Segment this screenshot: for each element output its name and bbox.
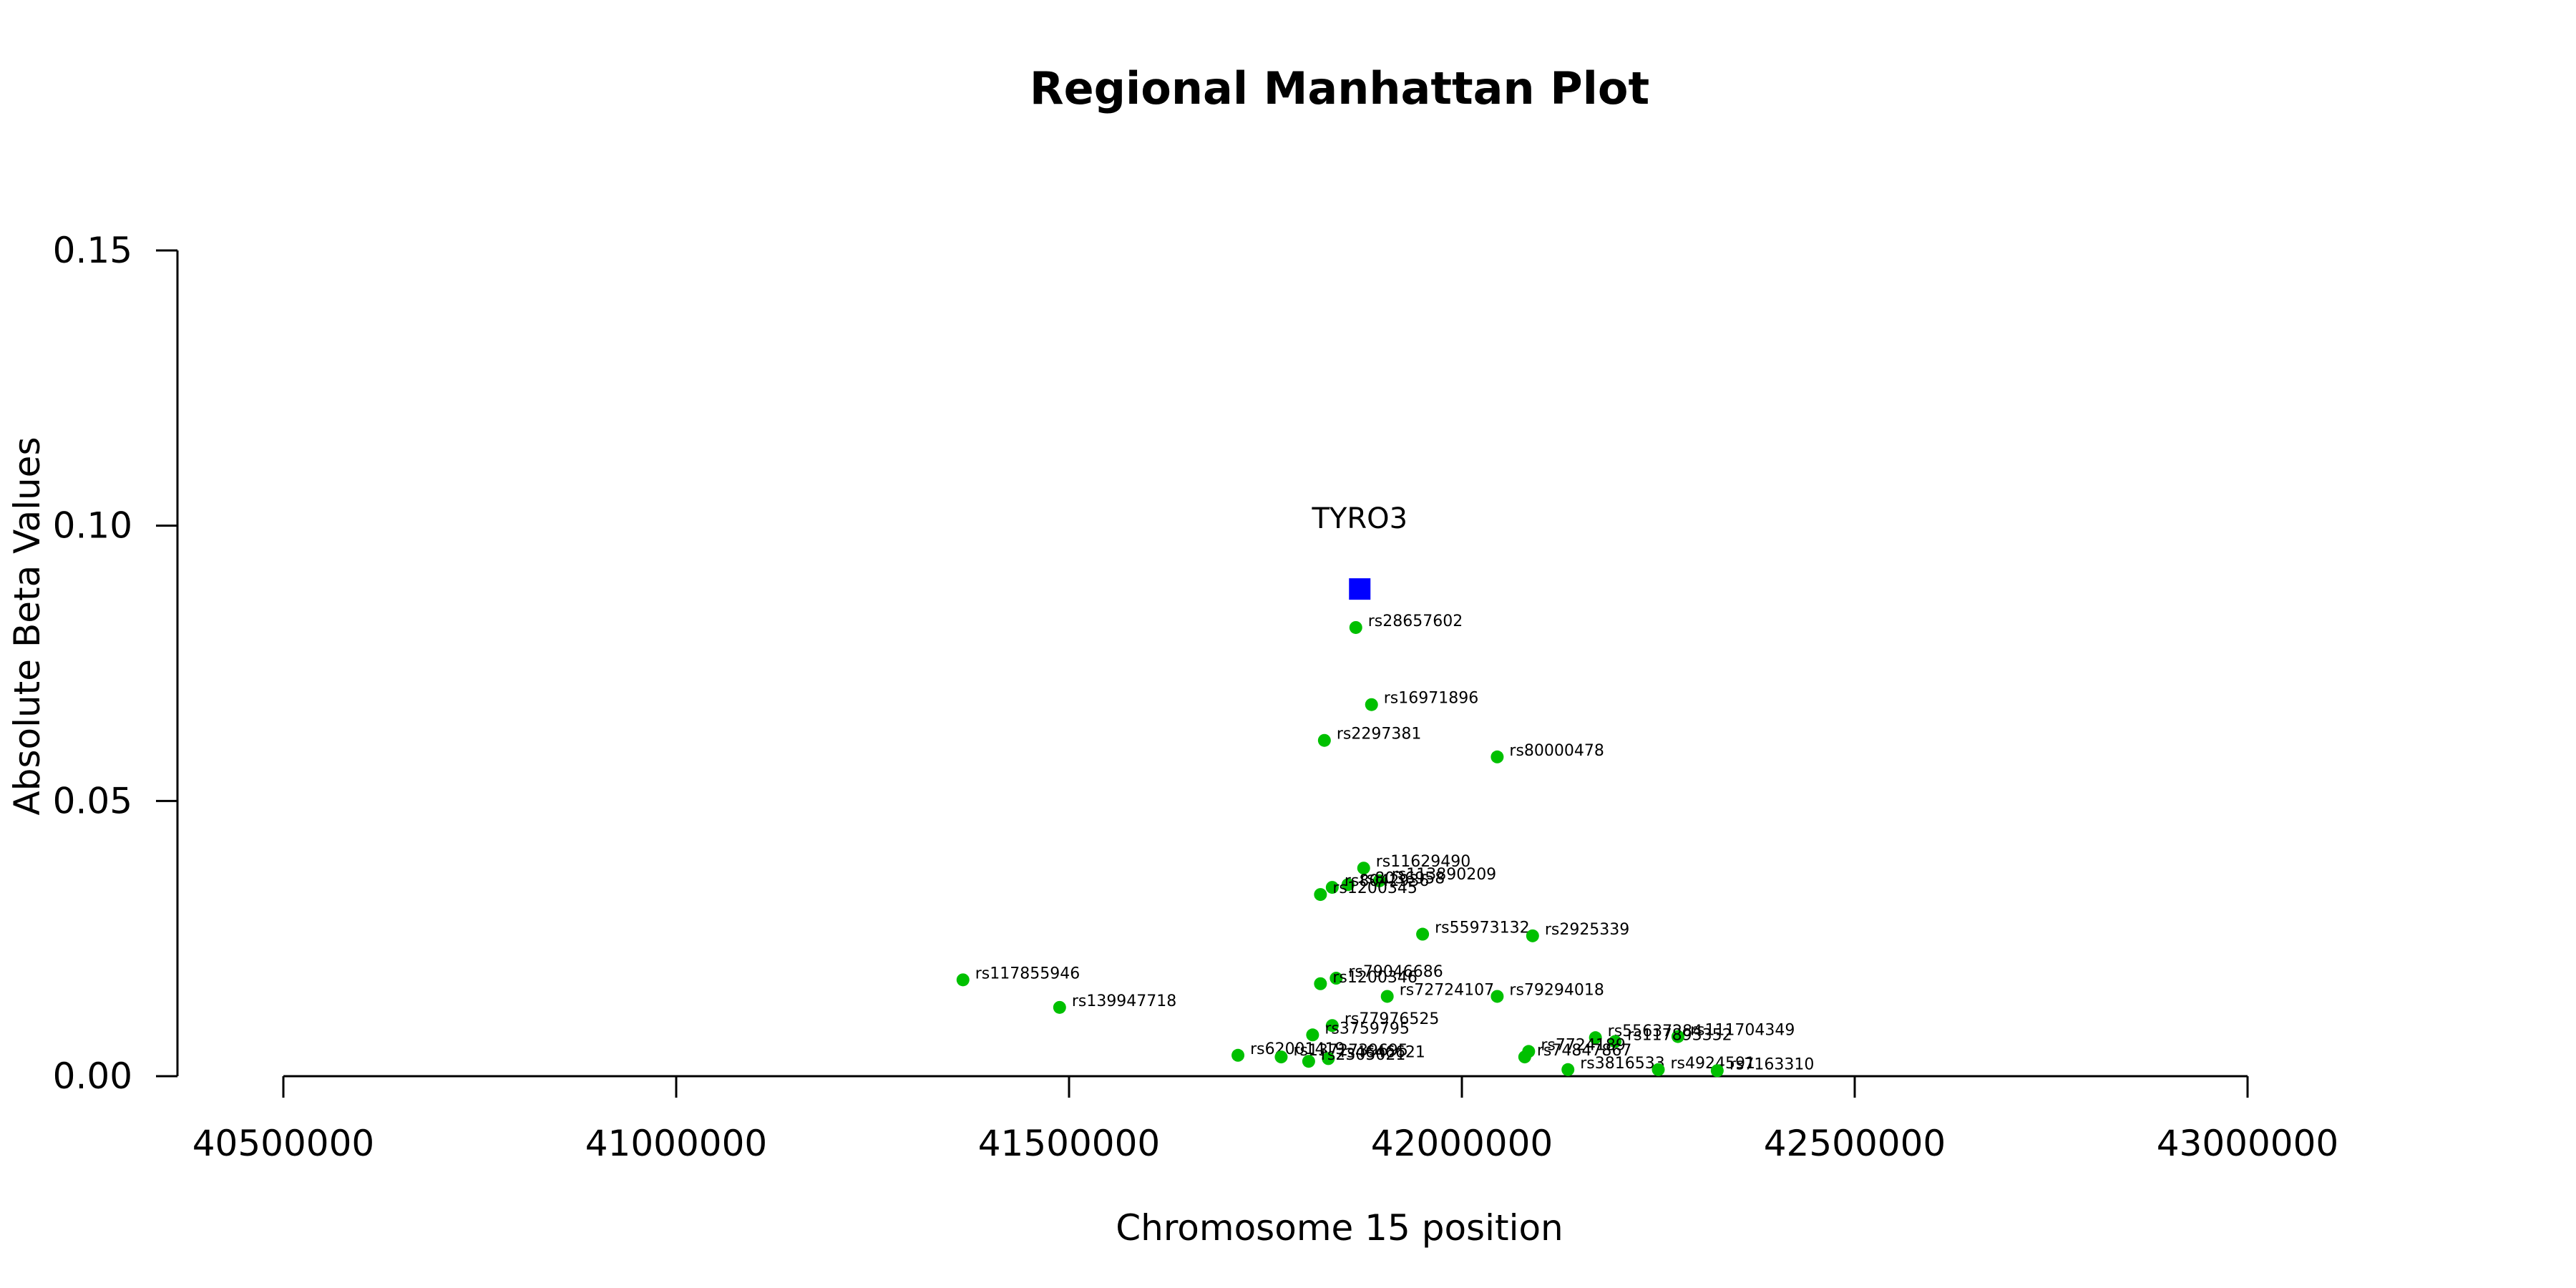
snp-point — [1526, 929, 1539, 942]
snp-point — [1491, 990, 1504, 1003]
chart-title: Regional Manhattan Plot — [1030, 62, 1649, 114]
snp-label: rs7724189 — [1541, 1036, 1626, 1054]
snp-point — [1652, 1063, 1665, 1076]
snp-label: rs74847867 — [1537, 1042, 1631, 1060]
snp-label: rs3759795 — [1324, 1020, 1410, 1038]
snp-label: rs117855946 — [975, 965, 1080, 982]
snp-point — [1357, 862, 1370, 875]
x-tick-label: 40500000 — [192, 1123, 375, 1164]
x-tick-label: 41000000 — [585, 1123, 768, 1164]
y-tick-label: 0.15 — [53, 230, 132, 271]
snp-label: rs111704349 — [1690, 1022, 1795, 1040]
x-tick-label: 42000000 — [1371, 1123, 1553, 1164]
snp-point — [1491, 750, 1504, 763]
snp-label: rs7163310 — [1729, 1055, 1815, 1073]
snp-label: rs79046686 — [1348, 963, 1443, 981]
snp-label: rs77976525 — [1345, 1010, 1439, 1028]
y-axis-ticks: 0.00 0.05 0.10 0.15 — [53, 230, 177, 1097]
snp-point — [1671, 1030, 1684, 1043]
snp-point — [1341, 878, 1355, 892]
snp-point — [1365, 698, 1378, 711]
y-tick-label: 0.05 — [53, 780, 132, 821]
y-axis-label: Absolute Beta Values — [6, 437, 48, 816]
snp-label: rs4646621 — [1340, 1043, 1425, 1061]
snp-label: rs2297381 — [1337, 726, 1422, 743]
snp-point — [1561, 1063, 1575, 1076]
gene-marker-group: TYRO3 — [1311, 502, 1407, 600]
snp-label: rs3816533 — [1580, 1055, 1665, 1073]
x-tick-label: 42500000 — [1764, 1123, 1946, 1164]
snp-point — [1518, 1050, 1531, 1064]
snp-point — [1306, 1028, 1319, 1042]
gene-marker — [1349, 578, 1371, 600]
snp-label: rs8036958 — [1360, 869, 1445, 887]
snp-point — [956, 973, 970, 987]
snp-point — [1274, 1050, 1288, 1064]
x-axis-ticks: 40500000 41000000 41500000 42000000 42500000… — [192, 1076, 2339, 1164]
y-tick-label: 0.10 — [53, 505, 132, 547]
snp-point — [1710, 1064, 1724, 1078]
snp-label: rs8042936 — [1345, 872, 1430, 890]
snp-point — [1053, 1000, 1066, 1014]
x-tick-label: 41500000 — [978, 1123, 1161, 1164]
snp-point — [1609, 1035, 1622, 1048]
snp-point — [1317, 733, 1331, 747]
snp-point — [1416, 927, 1430, 941]
snp-label: rs80000478 — [1509, 742, 1604, 760]
snp-point — [1302, 1055, 1315, 1068]
snp-label: rs1200346 — [1332, 969, 1418, 987]
snp-label: rs55637284 — [1608, 1023, 1702, 1040]
snp-label: rs72724107 — [1400, 981, 1494, 999]
snp-point — [1314, 977, 1327, 990]
snp-point — [1231, 1048, 1245, 1062]
gene-label: TYRO3 — [1311, 502, 1407, 535]
snp-point — [1349, 620, 1362, 634]
snp-label: rs113890209 — [1392, 866, 1496, 884]
snp-point — [1314, 888, 1327, 902]
snp-point — [1325, 881, 1339, 894]
snp-label: rs11629490 — [1376, 853, 1470, 871]
snp-label: rs2925339 — [1545, 921, 1630, 939]
x-axis-label: Chromosome 15 position — [1116, 1207, 1563, 1249]
snp-label: rs16971896 — [1384, 690, 1478, 708]
snp-label: rs117893352 — [1627, 1027, 1732, 1045]
snp-point — [1325, 1019, 1339, 1033]
snp-point — [1380, 990, 1394, 1003]
snp-points: rs28657602 rs16971896 rs2297381 rs80000478 r… — [956, 613, 1815, 1078]
snp-label: rs1200345 — [1332, 879, 1418, 897]
snp-label: rs55973132 — [1435, 919, 1529, 937]
x-tick-label: 43000000 — [2157, 1123, 2339, 1164]
snp-label: rs79294018 — [1509, 981, 1604, 999]
y-tick-label: 0.00 — [53, 1055, 132, 1097]
snp-point — [1589, 1031, 1602, 1045]
snp-label: rs139947718 — [1072, 992, 1176, 1010]
snp-label: rs28657602 — [1368, 613, 1463, 630]
snp-point — [1322, 1052, 1335, 1065]
snp-point — [1330, 972, 1343, 985]
snp-label: rs2305021 — [1321, 1046, 1406, 1064]
snp-point — [1372, 874, 1386, 887]
